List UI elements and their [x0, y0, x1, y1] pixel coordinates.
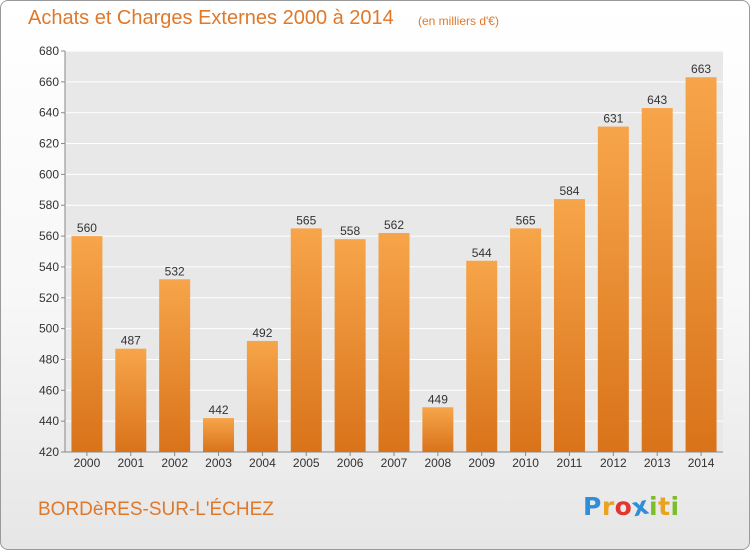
data-label-2002: 532 — [165, 264, 185, 278]
commune-name: BORDèRES-SUR-L'ÉCHEZ — [38, 499, 274, 520]
logo-letter: P — [583, 492, 602, 521]
data-label-2006: 558 — [340, 224, 360, 238]
data-label-2012: 631 — [603, 112, 623, 126]
x-tick-label-2000: 2000 — [74, 456, 101, 470]
data-label-2001: 487 — [121, 334, 141, 348]
bar-2009 — [466, 260, 498, 452]
y-tick-label: 660 — [39, 75, 59, 89]
y-tick-label: 460 — [39, 383, 59, 397]
x-tick-label-2012: 2012 — [600, 456, 627, 470]
x-tick-label-2011: 2011 — [557, 456, 583, 470]
y-tick-label: 440 — [39, 414, 59, 428]
y-tick-label: 480 — [39, 352, 59, 366]
logo-letter: o — [614, 492, 633, 521]
logo-letter: i — [670, 492, 680, 521]
y-tick-label: 420 — [39, 445, 59, 459]
data-label-2007: 562 — [384, 218, 404, 232]
y-tick-label: 580 — [39, 198, 59, 212]
data-label-2008: 449 — [428, 392, 448, 406]
x-tick-label-2009: 2009 — [468, 456, 495, 470]
data-label-2013: 643 — [647, 93, 667, 107]
y-tick-label: 600 — [39, 167, 59, 181]
x-tick-label-2014: 2014 — [688, 456, 715, 470]
x-tick-label-2003: 2003 — [205, 456, 232, 470]
data-label-2005: 565 — [296, 213, 316, 227]
data-label-2003: 442 — [209, 403, 229, 417]
data-label-2011: 584 — [559, 184, 579, 198]
x-tick-label-2008: 2008 — [425, 456, 452, 470]
data-label-2009: 544 — [472, 246, 492, 260]
bar-2006 — [334, 239, 366, 452]
bar-2007 — [378, 232, 410, 452]
bar-2008 — [422, 407, 454, 452]
y-tick-label: 500 — [39, 322, 59, 336]
bar-2012 — [597, 126, 629, 453]
data-label-2010: 565 — [516, 213, 536, 227]
y-tick-label: 560 — [39, 229, 59, 243]
bar-2004 — [246, 340, 278, 452]
logo-letter: r — [601, 492, 615, 521]
bar-2011 — [553, 199, 585, 452]
x-tick-label-2006: 2006 — [337, 456, 364, 470]
logo-letter: i — [649, 492, 659, 521]
bar-2013 — [641, 108, 673, 453]
y-tick-label: 520 — [39, 291, 59, 305]
proxiti-logo[interactable]: Proxiti — [583, 491, 680, 523]
bars: 560 487 532 442 492 565 558 562 449 544 565 584 631 6… — [71, 62, 717, 453]
data-label-2004: 492 — [252, 326, 272, 340]
x-axis: 2000 2001 2002 2003 2004 2005 2006 2007 2008 2009… — [65, 451, 723, 470]
x-tick-label-2004: 2004 — [249, 456, 276, 470]
x-tick-label-2001: 2001 — [117, 456, 144, 470]
chart-title: Achats et Charges Externes 2000 à 2014 — [28, 7, 394, 29]
x-tick-label-2007: 2007 — [381, 456, 408, 470]
data-label-2014: 663 — [691, 62, 711, 76]
y-tick-label: 640 — [39, 106, 59, 120]
bar-2001 — [115, 348, 147, 452]
x-tick-label-2010: 2010 — [512, 456, 539, 470]
bar-2000 — [71, 236, 103, 452]
bar-2002 — [159, 279, 191, 452]
x-tick-label-2002: 2002 — [161, 456, 188, 470]
chart-subtitle: (en milliers d'€) — [418, 14, 499, 28]
logo-letter: t — [658, 492, 671, 521]
bar-2005 — [290, 228, 322, 452]
y-tick-label: 680 — [39, 44, 59, 58]
x-tick-label-2013: 2013 — [644, 456, 671, 470]
bar-2010 — [510, 228, 542, 452]
y-tick-label: 540 — [39, 260, 59, 274]
x-tick-label-2005: 2005 — [293, 456, 320, 470]
bar-2014 — [685, 77, 717, 452]
y-tick-label: 620 — [39, 137, 59, 151]
data-label-2000: 560 — [77, 221, 97, 235]
y-axis: 420 440 460 480 500 520 540 560 580 600 620 640 660 6… — [39, 44, 66, 459]
bar-2003 — [203, 418, 235, 452]
